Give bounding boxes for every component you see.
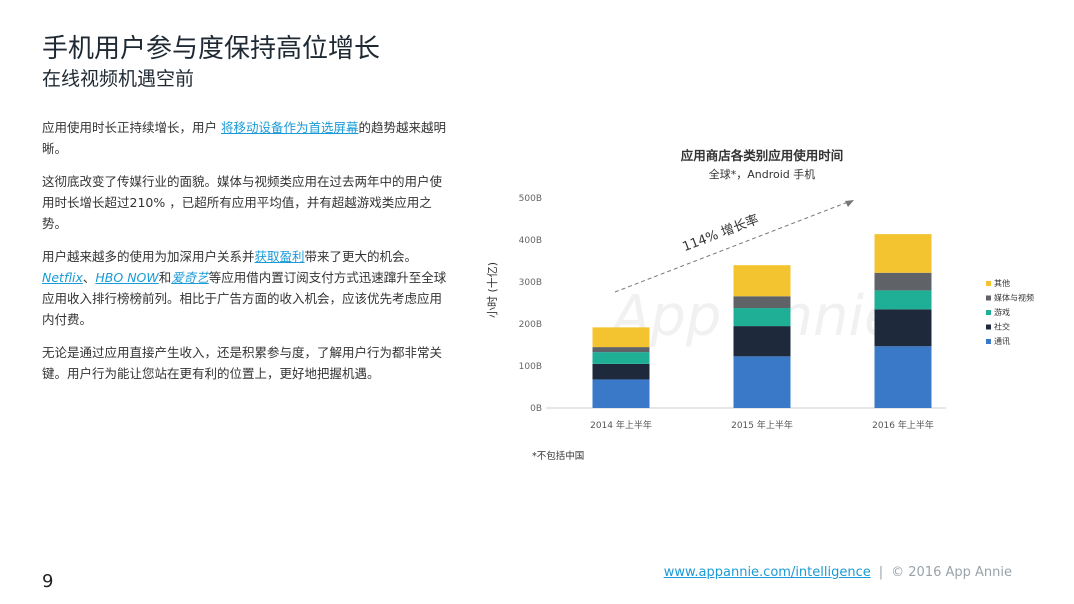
bar-segment (874, 272, 932, 291)
footer-separator: | (878, 565, 884, 580)
legend-label: 其他 (994, 278, 1010, 288)
p3-separator: 、 (82, 270, 96, 285)
legend-label: 媒体与视频 (994, 293, 1034, 303)
bar-segment (733, 308, 791, 327)
page-subtitle: 在线视频机遇空前 (42, 68, 195, 90)
bar-segment (733, 326, 791, 357)
body-text: 应用使用时长正持续增长，用户 将移动设备作为首选屏幕的趋势越来越明晰。 这彻底改… (42, 117, 452, 396)
legend-label: 游戏 (994, 307, 1010, 317)
bar-segment (592, 327, 650, 348)
legend-swatch (986, 295, 991, 301)
usage-chart: App Annie 应用商店各类别应用使用时间 全球*，Android 手机 小… (485, 148, 1034, 462)
p1-text-before: 应用使用时长正持续增长，用户 (42, 120, 221, 135)
p3-text-after: 等应用借内置订阅支付方式迅速蹿升至全球应用收入排行榜榜前列。相比于广告方面的收入… (42, 270, 447, 327)
x-tick-label: 2016 年上半年 (872, 419, 934, 431)
hbo-now-link[interactable]: HBO NOW (95, 270, 159, 285)
y-tick-label: 400B (519, 236, 542, 246)
chart-title: 应用商店各类别应用使用时间 (681, 148, 844, 163)
y-tick-label: 500B (519, 194, 542, 204)
growth-arrow-head (845, 200, 854, 207)
growth-arrow-line (614, 201, 849, 293)
legend-swatch (986, 281, 991, 286)
growth-rate-label: 114% 增长率 (680, 211, 761, 255)
bar-segment (874, 234, 932, 273)
bar-segment (592, 363, 650, 380)
netflix-link[interactable]: Netflix (42, 270, 83, 285)
legend-swatch (986, 310, 991, 315)
bar-segment (733, 265, 791, 297)
bar-segment (874, 309, 932, 347)
legend-label: 社交 (994, 322, 1010, 332)
bar-segment (874, 290, 932, 310)
y-tick-label: 0B (530, 404, 542, 414)
iqiyi-link[interactable]: 爱奇艺 (171, 270, 209, 285)
bar-segment (592, 347, 650, 353)
legend-label: 通讯 (994, 336, 1010, 346)
page-number: 9 (42, 571, 54, 592)
paragraph-2: 这彻底改变了传媒行业的面貌。媒体与视频类应用在过去两年中的用户使用时长增长超过2… (42, 174, 443, 231)
y-tick-label: 300B (519, 278, 542, 288)
footer: www.appannie.com/intelligence | © 2016 App… (664, 565, 1012, 580)
y-tick-label: 200B (519, 320, 542, 330)
chart-subtitle: 全球*，Android 手机 (709, 167, 816, 181)
y-axis-label: 小时 (十亿) (485, 262, 499, 318)
primary-screen-link[interactable]: 将移动设备作为首选屏幕 (220, 120, 359, 135)
paragraph-3: 用户越来越多的使用为加深用户关系并获取盈利带来了更大的机会。 Netflix、HB… (42, 246, 452, 330)
p3-and: 和 (158, 270, 172, 285)
x-axis-ticks: 2014 年上半年 2015 年上半年 2016 年上半年 (590, 419, 934, 431)
p1-text-after: 的趋势越来越明晰。 (42, 120, 447, 156)
y-tick-label: 100B (519, 362, 542, 372)
legend-swatch (986, 324, 991, 330)
legend-swatch (986, 339, 991, 344)
website-link[interactable]: www.appannie.com/intelligence (663, 565, 871, 580)
bar-segment (592, 379, 650, 408)
p3-text-before: 用户越来越多的使用为加深用户关系并 (42, 249, 255, 264)
page-title: 手机用户参与度保持高位增长 (42, 34, 381, 64)
y-axis-ticks: 0B 100B 200B 300B 400B 500B (519, 194, 542, 414)
paragraph-4: 无论是通过应用直接产生收入，还是积累参与度，了解用户行为都非常关键。用户行为能让… (42, 345, 443, 381)
copyright: © 2016 App Annie (891, 565, 1012, 580)
bar-group (592, 234, 932, 408)
paragraph-1: 应用使用时长正持续增长，用户 将移动设备作为首选屏幕的趋势越来越明晰。 (42, 117, 452, 159)
x-tick-label: 2015 年上半年 (731, 419, 793, 431)
bar-segment (733, 296, 791, 309)
monetization-link[interactable]: 获取盈利 (254, 249, 305, 264)
x-tick-label: 2014 年上半年 (590, 419, 652, 431)
bar-segment (733, 356, 791, 408)
bar-segment (592, 352, 650, 364)
bar-segment (874, 346, 932, 408)
chart-footnote: *不包括中国 (532, 450, 584, 462)
p3-text-mid: 带来了更大的机会。 (304, 249, 418, 264)
